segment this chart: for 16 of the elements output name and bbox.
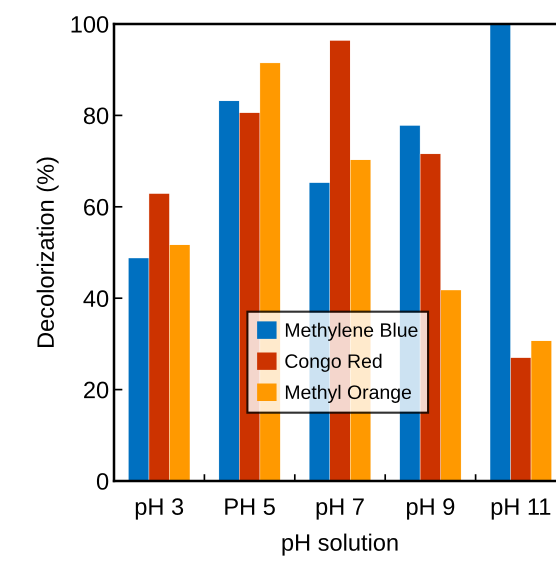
y-tick-label: 60 bbox=[84, 198, 108, 216]
legend-label: Congo Red bbox=[285, 354, 382, 372]
legend-label: Methylene Blue bbox=[286, 322, 418, 341]
x-tick-label: pH 11 bbox=[492, 498, 550, 520]
x-tick-label: pH 9 bbox=[406, 498, 454, 520]
x-axis-title: pH solution bbox=[282, 534, 398, 556]
y-tick-label: 40 bbox=[83, 290, 108, 307]
y-tick-label: 0 bbox=[96, 473, 108, 490]
y-tick-label: 80 bbox=[84, 107, 108, 124]
x-tick-label: PH 5 bbox=[225, 498, 275, 516]
y-tick-label: 100 bbox=[72, 16, 108, 33]
y-axis-title: Decolorization (%) bbox=[36, 158, 59, 348]
legend-label: Methyl Orange bbox=[286, 384, 412, 403]
x-tick-label: pH 7 bbox=[316, 498, 364, 520]
x-tick-label: pH 3 bbox=[136, 498, 184, 520]
y-tick-label: 20 bbox=[84, 382, 108, 398]
